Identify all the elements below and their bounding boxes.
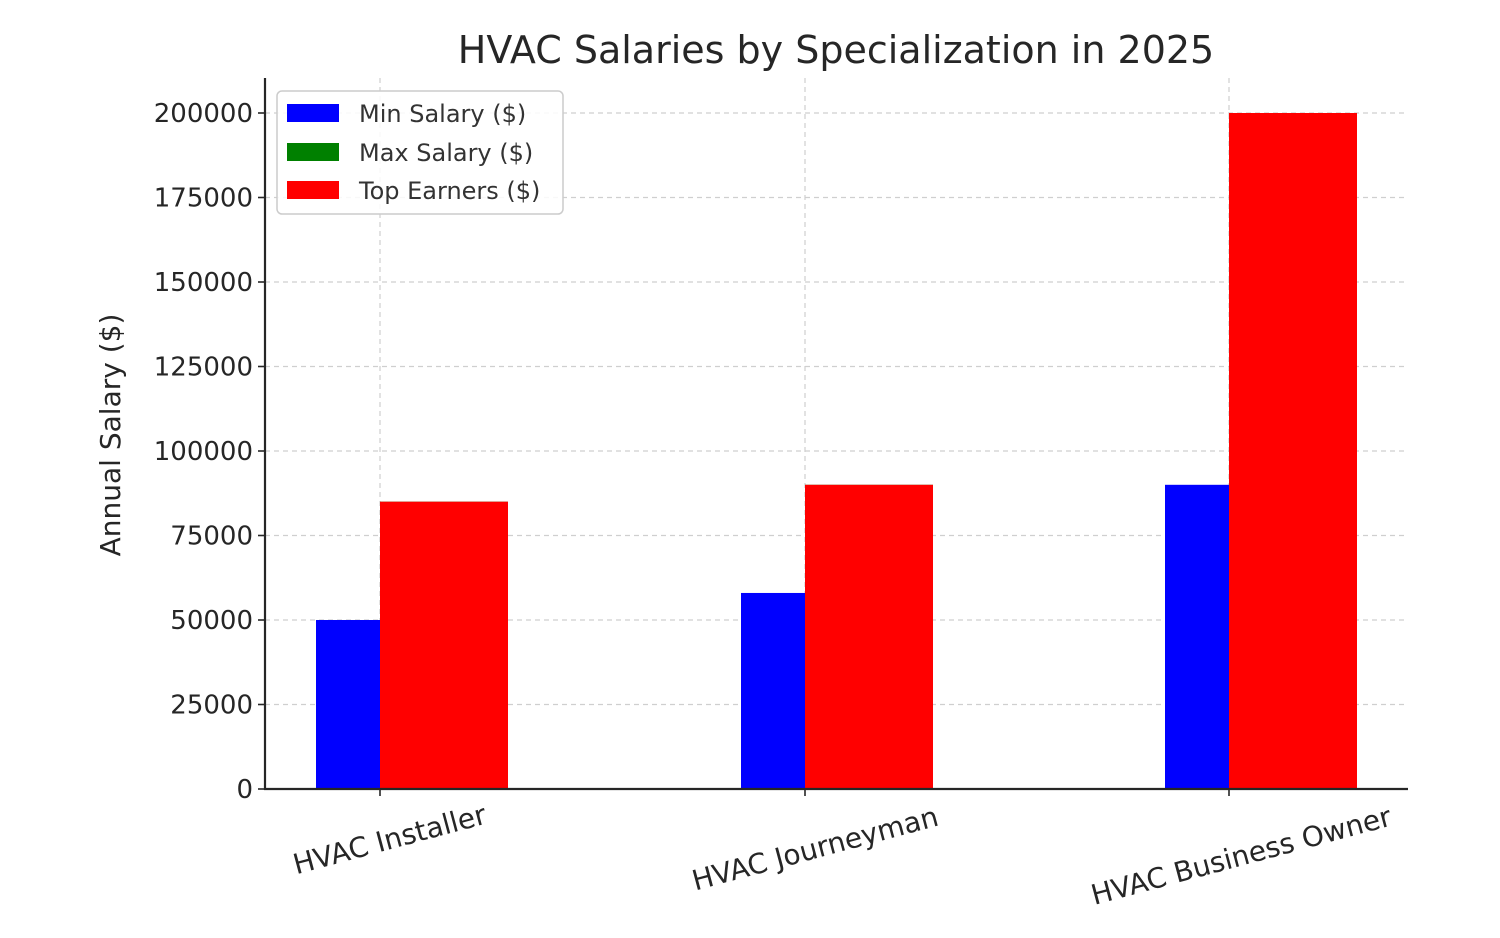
legend-swatch	[287, 143, 339, 161]
legend: Min Salary ($) Max Salary ($) Top Earners …	[276, 90, 564, 215]
x-axis-ticks: HVAC Installer HVAC Journeyman HVAC Busine…	[289, 789, 1395, 912]
bar-series	[316, 113, 1357, 789]
x-tick-label: HVAC Installer	[289, 798, 490, 881]
y-tick-label: 150000	[154, 268, 253, 298]
bar-min-salary	[741, 592, 805, 789]
legend-label: Top Earners ($)	[358, 177, 540, 205]
y-tick-label: 100000	[154, 437, 253, 467]
y-tick-label: 175000	[154, 184, 253, 214]
y-axis-label: Annual Salary ($)	[94, 314, 127, 557]
bar-top-earners	[1229, 113, 1357, 789]
axes	[263, 78, 1408, 791]
bar-min-salary	[316, 620, 380, 789]
y-tick-label: 50000	[170, 606, 253, 636]
y-tick-label: 25000	[170, 691, 253, 721]
y-tick-label: 125000	[154, 353, 253, 383]
bar-top-earners	[805, 484, 933, 789]
legend-frame	[276, 90, 564, 215]
legend-swatch	[287, 181, 339, 199]
y-tick-label: 75000	[170, 522, 253, 552]
x-tick-label: HVAC Journeyman	[688, 800, 941, 897]
legend-label: Max Salary ($)	[359, 139, 533, 167]
chart-title: HVAC Salaries by Specialization in 2025	[458, 28, 1214, 72]
x-tick-label: HVAC Business Owner	[1087, 800, 1395, 912]
legend-label: Min Salary ($)	[359, 100, 526, 128]
y-tick-label: 0	[236, 775, 253, 805]
y-axis-ticks: 0 25000 50000 75000 100000 125000 150000 175000…	[154, 99, 265, 805]
y-tick-label: 200000	[154, 99, 253, 129]
bar-top-earners	[380, 501, 508, 789]
bar-min-salary	[1165, 484, 1229, 789]
legend-swatch	[287, 104, 339, 122]
